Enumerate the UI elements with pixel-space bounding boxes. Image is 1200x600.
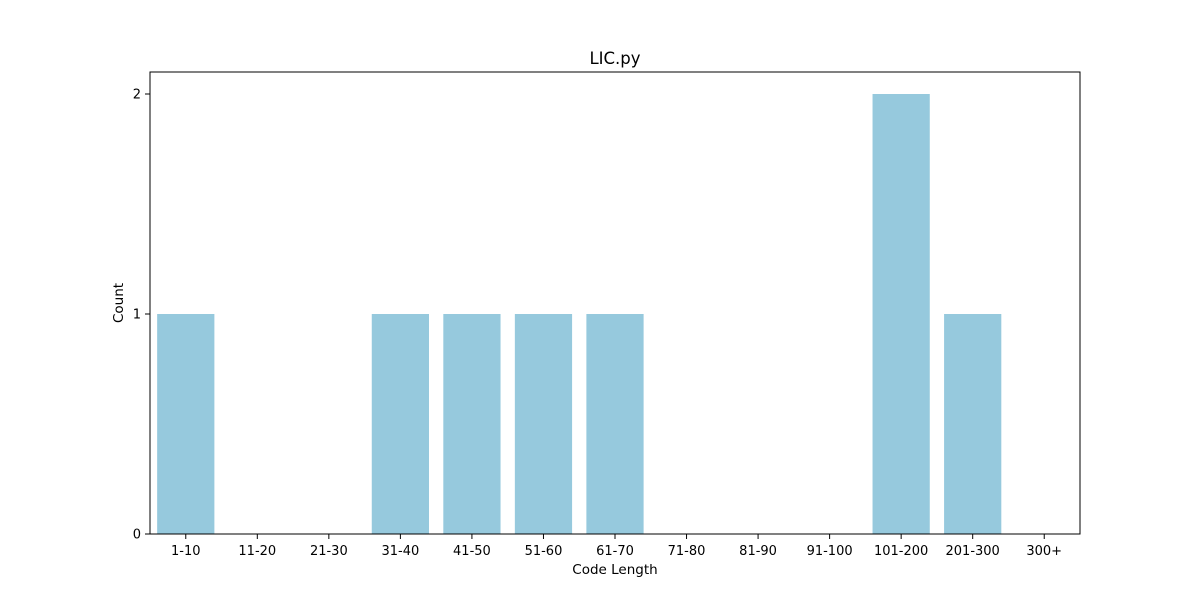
bars-layer (157, 94, 1002, 534)
chart-title: LIC.py (589, 49, 640, 68)
bar-61-70 (586, 314, 644, 534)
x-tick-label: 1-10 (171, 544, 201, 559)
x-tick-label: 41-50 (453, 544, 491, 559)
y-axis-label: Count (111, 283, 127, 323)
bar-101-200 (872, 94, 930, 534)
x-tick-label: 101-200 (874, 544, 928, 559)
bar-41-50 (443, 314, 501, 534)
x-tick-label: 11-20 (238, 544, 276, 559)
x-axis-ticks: 1-10 11-20 21-30 31-40 41-50 51-60 61-70 71-80 8… (171, 534, 1062, 559)
bar-1-10 (157, 314, 215, 534)
bar-31-40 (371, 314, 429, 534)
y-tick-label: 0 (133, 528, 141, 543)
x-tick-label: 21-30 (310, 544, 348, 559)
x-tick-label: 31-40 (381, 544, 419, 559)
y-tick-label: 1 (133, 308, 141, 323)
x-tick-label: 201-300 (946, 544, 1000, 559)
y-tick-label: 2 (133, 88, 141, 103)
x-tick-label: 71-80 (668, 544, 706, 559)
bar-51-60 (514, 314, 573, 534)
x-tick-label: 91-100 (807, 544, 853, 559)
x-tick-label: 300+ (1026, 544, 1062, 559)
y-axis-ticks: 0 1 2 (133, 88, 150, 543)
x-tick-label: 81-90 (739, 544, 777, 559)
x-tick-label: 51-60 (525, 544, 563, 559)
x-axis-label: Code Length (572, 562, 657, 578)
bar-201-300 (944, 314, 1002, 534)
x-tick-label: 61-70 (596, 544, 634, 559)
